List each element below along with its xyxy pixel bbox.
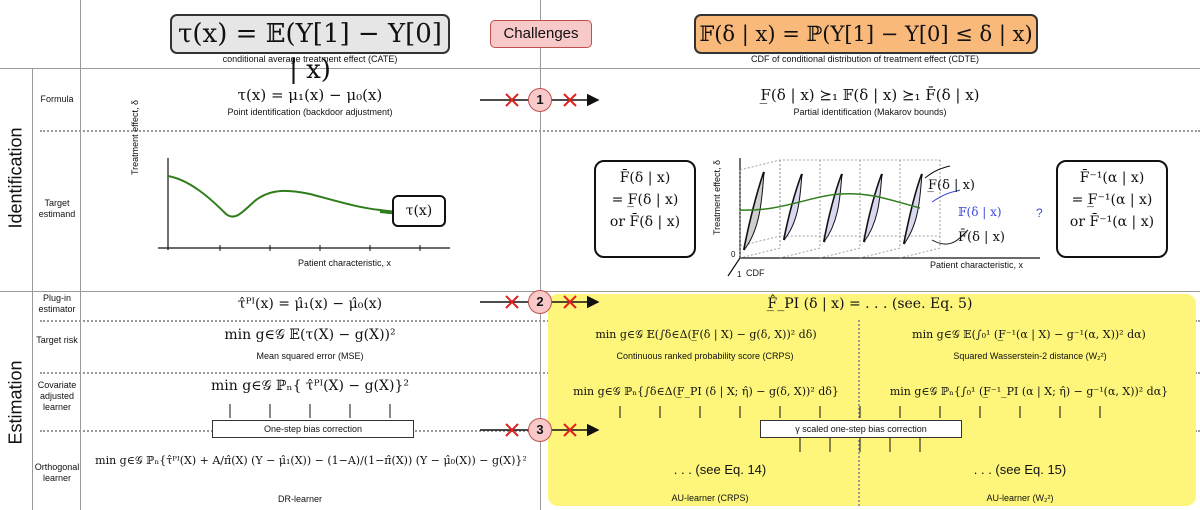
cate-plugin: τ̂ᴾᴵ(x) = μ̂₁(x) − μ̂₀(x) [237,296,383,312]
cate-formula-box: τ(x) = 𝔼(Y[1] − Y[0] | x) [170,14,450,85]
cate-orthogonal: min g∈𝒢 ℙₙ{τ̂ᴾᴵ(X) + A/π̂(X) (Y − μ̂₁(X)… [95,454,527,467]
row-sep-1 [40,130,1200,132]
cate-xlabel: Patient characteristic, x [298,258,392,268]
cdte-cdf-label: CDF [746,268,765,278]
cate-orthogonal-caption: DR-learner [277,494,322,504]
cate-risk: min g∈𝒢 𝔼(τ(X) − g(X))² [224,327,396,343]
cate-covariate: min g∈𝒢 ℙₙ{ τ̂ᴾᴵ(X) − g(X)}² [211,378,409,394]
cate-bias-correction: One-step bias correction [212,420,414,438]
grid-header-line [0,68,1200,69]
cdte-xlabel: Patient characteristic, x [930,260,1024,270]
cdte-target-box-right: F̄⁻¹(α | x) = F̲⁻¹(α | x) or F̄⁻¹(α | x) [1056,160,1168,258]
cdte-formula-box: 𝔽(δ | x) = ℙ(Y[1] − Y[0] ≤ δ | x) [694,14,1038,54]
cdte-target-box-left: F̄(δ | x) = F̲(δ | x) or F̄(δ | x) [594,160,696,258]
cate-caption: conditional average treatment effect (CA… [222,54,398,64]
cdte-target-left-2: = F̲(δ | x) [611,192,679,208]
row-orthogonal: Orthogonal learner [34,462,80,483]
cdte-target-right-3: or F̄⁻¹(α | x) [1069,214,1155,230]
cdte-identification-caption: Partial identification (Makarov bounds) [793,107,947,117]
cdte-formula: 𝔽(δ | x) = ℙ(Y[1] − Y[0] ≤ δ | x) [699,22,1033,46]
cdte-target-right-2: = F̲⁻¹(α | x) [1071,192,1153,208]
grid-est-line [0,291,1200,292]
cdte-target-left-3: or F̄(δ | x) [609,214,681,230]
cdte-plot [727,158,1040,277]
section-estimation: Estimation [5,360,26,445]
row-formula: Formula [40,94,74,104]
section-identification: Identification [5,127,26,229]
cdte-axis-one: 1 [737,270,742,279]
cdte-target-right-1: F̄⁻¹(α | x) [1079,170,1145,186]
cdte-label-question: ? [1036,206,1043,220]
cate-risk-caption: Mean squared error (MSE) [256,351,364,361]
w2-covariate: min g∈𝒢 ℙₙ{∫₀¹ (F̲⁻¹_PI (α | X; η̂) − g⁻… [889,385,1169,398]
grid-mid [540,0,541,510]
row-target-risk: Target risk [36,335,78,345]
cdte-axis-zero: 0 [731,250,736,259]
w2-risk: min g∈𝒢 𝔼(∫₀¹ (F̲⁻¹(α | X) − g⁻¹(α, X))²… [912,328,1146,341]
cate-formula: τ(x) = 𝔼(Y[1] − Y[0] | x) [178,19,442,85]
w2-risk-caption: Squared Wasserstein-2 distance (W₂²) [953,351,1107,361]
cate-curve-label: τ(x) [392,195,446,227]
cate-plot [158,158,450,251]
crps-risk: min g∈𝒢 𝔼(∫δ∈Δ(F̲(δ | X) − g(δ, X))² dδ) [595,328,817,341]
crps-risk-caption: Continuous ranked probability score (CRP… [616,351,794,361]
cate-ylabel: Treatment effect, δ [130,99,140,175]
crps-covariate: min g∈𝒢 ℙₙ{∫δ∈Δ(F̲_PI (δ | X; η̂) − g(δ,… [573,385,839,398]
row-plugin: Plug-in estimator [38,293,76,314]
highlight-split [858,320,860,506]
challenge-2: 2 [528,290,552,314]
challenge-3: 3 [528,418,552,442]
cdte-label-mid: 𝔽(δ | x) [958,205,1002,219]
crps-orthogonal: . . . (see Eq. 14) [673,462,767,477]
highlight-region [548,294,1196,506]
row-covariate: Covariate adjusted learner [37,380,77,412]
cdte-plugin: F̲̂_PI (δ | x) = . . . (see. Eq. 5) [767,296,973,312]
grid-section [32,68,33,510]
cdte-label-upper: F̄(δ | x) [958,230,1005,245]
cdte-target-left-1: F̄(δ | x) [619,170,671,186]
challenge-1: 1 [528,88,552,112]
cdte-identification-formula: F̲(δ | x) ⪰₁ 𝔽(δ | x) ⪰₁ F̄(δ | x) [760,86,980,104]
cate-bias-arrows [229,404,391,418]
cdte-ylabel: Treatment effect, δ [712,159,722,235]
row-target-estimand: Target estimand [38,198,76,219]
cdte-bias-arrows [619,406,1101,452]
cate-identification-formula: τ(x) = μ₁(x) − μ₀(x) [237,86,383,104]
cdte-caption: CDF of conditional distribution of treat… [751,54,979,64]
grid-left [80,0,81,510]
cdte-bias-correction: γ scaled one-step bias correction [760,420,962,438]
cate-identification-caption: Point identification (backdoor adjustmen… [227,107,393,117]
challenges-badge: Challenges [490,20,592,48]
w2-learner-caption: AU-learner (W₂²) [986,493,1054,503]
w2-orthogonal: . . . (see Eq. 15) [973,462,1067,477]
crps-learner-caption: AU-learner (CRPS) [671,493,749,503]
cdte-label-lower: F̲(δ | x) [928,178,975,193]
